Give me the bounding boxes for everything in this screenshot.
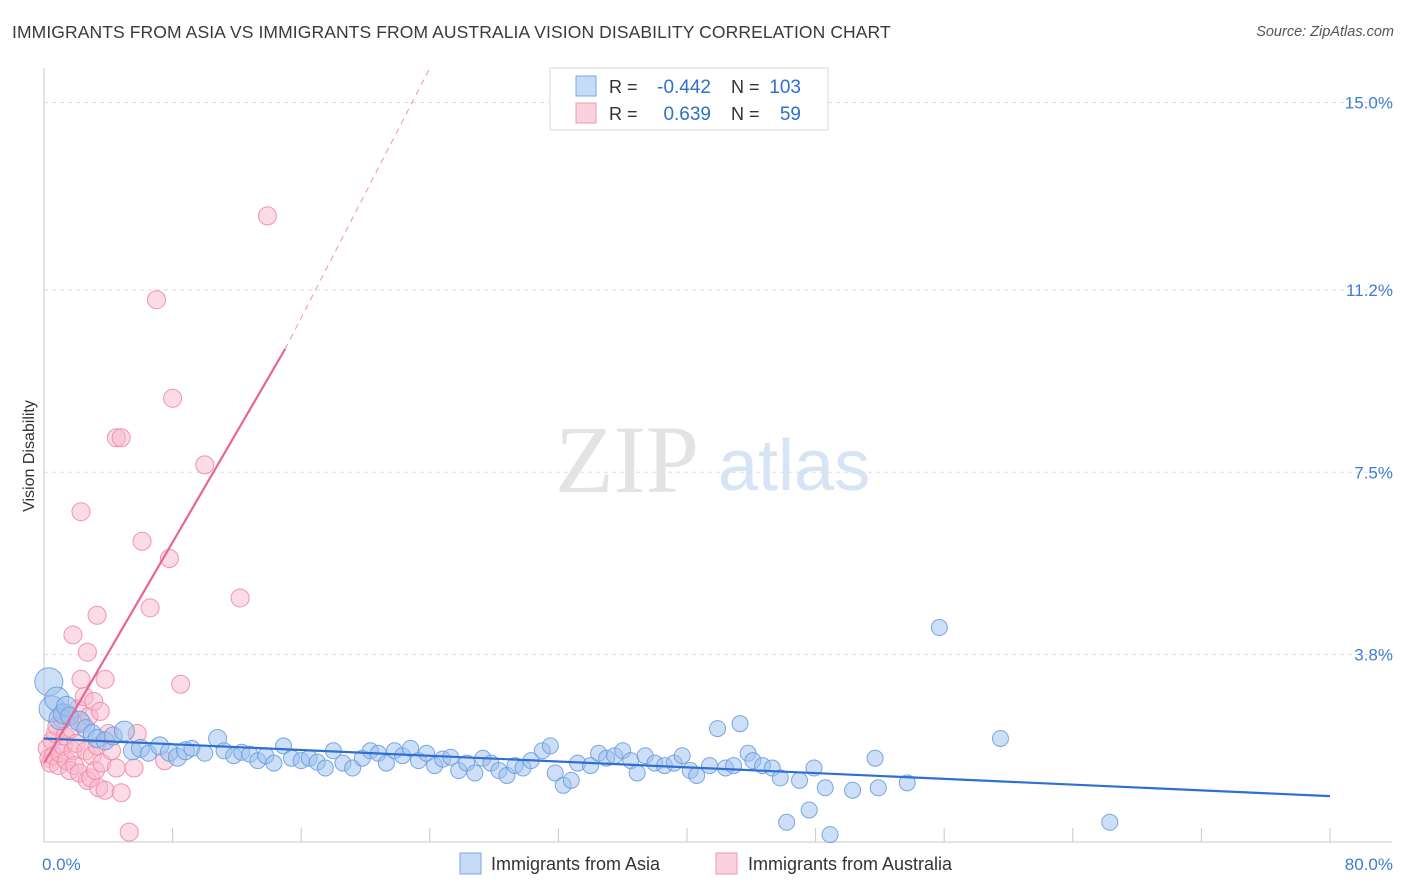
y-tick-label: 11.2% (1346, 281, 1393, 300)
asia-point (628, 764, 646, 782)
legend-swatch-australia (575, 102, 597, 124)
x-tick-label: 80.0% (1345, 855, 1393, 874)
legend-swatch-asia-bottom (459, 852, 482, 875)
legend-r-value-asia: -0.442 (657, 77, 711, 98)
australia-point (111, 428, 131, 448)
asia-point (731, 715, 749, 733)
asia-point (113, 720, 135, 742)
australia-point (140, 598, 160, 618)
x-axis-tick-labels: 0.0% 80.0% (42, 855, 1393, 874)
asia-point (866, 749, 884, 767)
australia-point (71, 502, 91, 522)
asia-point (791, 771, 809, 789)
chart-source: Source: ZipAtlas.com (1256, 24, 1394, 40)
x-tick-label: 0.0% (42, 855, 81, 874)
asia-point (930, 619, 948, 637)
y-tick-label: 15.0% (1345, 94, 1393, 113)
australia-point (90, 701, 110, 721)
asia-point (546, 764, 564, 782)
australia-point (77, 642, 97, 662)
legend-label-asia: Immigrants from Asia (491, 854, 661, 874)
asia-point (898, 774, 916, 792)
australia-point (87, 605, 107, 625)
asia-point (541, 737, 559, 755)
asia-point (725, 757, 743, 775)
asia-point (466, 764, 484, 782)
legend-swatch-asia (575, 75, 597, 97)
x-axis-ticks (43, 828, 1331, 842)
asia-point (562, 771, 580, 789)
trend-lines (43, 67, 1331, 798)
y-axis-label: Vision Disability (21, 400, 38, 512)
asia-point (265, 754, 283, 772)
legend-swatch-australia-bottom (715, 852, 738, 875)
asia-points (34, 619, 1119, 844)
australia-trend-line-extension (284, 67, 431, 350)
asia-trend-line (43, 737, 1331, 798)
series-legend: Immigrants from Asia Immigrants from Aus… (459, 852, 953, 875)
asia-point (778, 813, 796, 831)
australia-trend-line (43, 348, 287, 764)
australia-point (95, 780, 115, 800)
asia-point (377, 754, 395, 772)
legend-label-australia: Immigrants from Australia (748, 854, 953, 874)
y-axis-tick-labels: 3.8% 7.5% 11.2% 15.0% (1345, 94, 1393, 665)
australia-point (71, 669, 91, 689)
australia-point (111, 783, 131, 803)
asia-point (800, 801, 818, 819)
asia-point (844, 781, 862, 799)
australia-point (171, 674, 191, 694)
australia-point (124, 758, 144, 778)
asia-point (701, 757, 719, 775)
watermark-atlas: atlas (718, 426, 870, 506)
australia-point (147, 290, 167, 310)
australia-point (230, 588, 250, 608)
legend-n-value-asia: 103 (769, 77, 801, 98)
australia-point (106, 758, 126, 778)
asia-point (196, 744, 214, 762)
watermark-zip: ZIP (555, 406, 699, 513)
asia-point (821, 826, 839, 844)
australia-point (95, 669, 115, 689)
asia-point (816, 779, 834, 797)
asia-point (709, 720, 727, 738)
australia-point (257, 206, 277, 226)
asia-point (991, 729, 1009, 747)
australia-point (195, 455, 215, 475)
australia-points (37, 206, 277, 842)
legend-n-label-asia: N = (731, 77, 760, 97)
asia-point (673, 747, 691, 765)
asia-point (869, 779, 887, 797)
legend-r-label-australia: R = (609, 104, 638, 124)
asia-point (1101, 813, 1119, 831)
legend-r-label-asia: R = (609, 77, 638, 97)
watermark: ZIP atlas (555, 406, 870, 513)
asia-point (316, 759, 334, 777)
australia-point (132, 531, 152, 551)
asia-point (582, 757, 600, 775)
legend-n-label-australia: N = (731, 104, 760, 124)
legend-n-value-australia: 59 (780, 104, 801, 125)
asia-point (771, 769, 789, 787)
australia-point (119, 822, 139, 842)
australia-point (63, 625, 83, 645)
chart-title: IMMIGRANTS FROM ASIA VS IMMIGRANTS FROM … (12, 22, 891, 42)
y-tick-label: 3.8% (1354, 646, 1393, 665)
stats-legend: R = -0.442 N = 103 R = 0.639 N = 59 (549, 67, 829, 131)
gridlines (44, 102, 1392, 656)
asia-point (402, 739, 420, 757)
y-tick-label: 7.5% (1354, 463, 1393, 482)
australia-point (163, 388, 183, 408)
legend-r-value-australia: 0.639 (663, 104, 711, 125)
asia-point (418, 744, 436, 762)
